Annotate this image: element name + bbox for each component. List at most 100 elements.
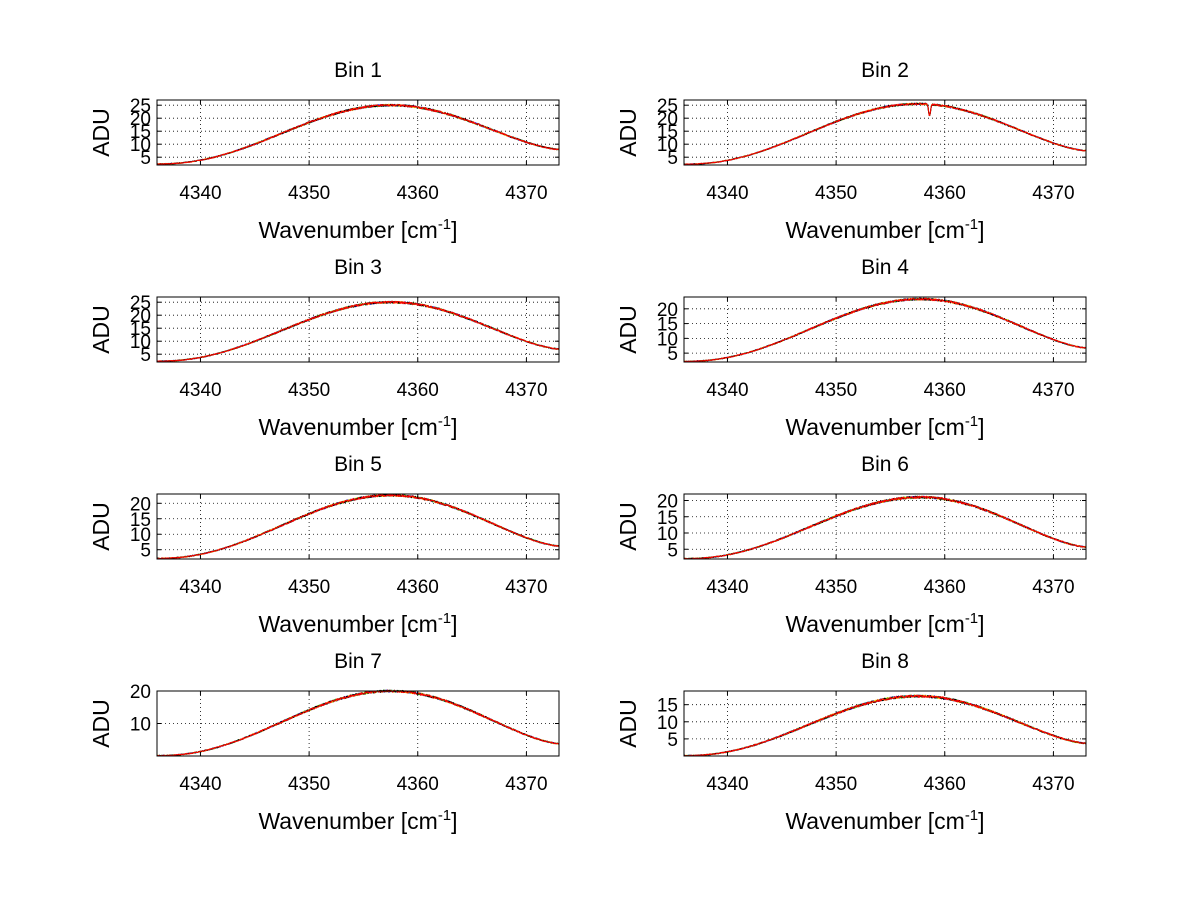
x-tick-label: 4360 <box>924 380 966 401</box>
y-tick-label: 15 <box>657 508 678 529</box>
x-axis-label: Wavenumber [cm-1] <box>258 216 457 243</box>
series-line-5 <box>157 493 560 560</box>
x-tick-label: 4360 <box>924 183 966 204</box>
y-tick-label: 15 <box>130 319 151 340</box>
plot-frame <box>156 493 560 560</box>
x-tick-label: 4360 <box>924 577 966 598</box>
subplot-title: Bin 6 <box>861 453 909 476</box>
y-tick-label: 15 <box>657 315 678 336</box>
subplot-title: Bin 7 <box>334 650 382 673</box>
x-tick-label: 4340 <box>706 577 748 598</box>
y-tick-label: 10 <box>130 332 151 353</box>
x-tick-label: 4350 <box>815 380 857 401</box>
y-tick-label: 10 <box>130 525 151 546</box>
series-line-5 <box>156 689 560 757</box>
subplot-title: Bin 1 <box>334 59 382 82</box>
x-tick-label: 4350 <box>288 774 330 795</box>
series-line-2 <box>156 103 559 165</box>
series-line-1 <box>683 102 1087 166</box>
series-line-3 <box>157 103 560 165</box>
subplot-title: Bin 2 <box>861 59 909 82</box>
x-tick-label: 4350 <box>815 183 857 204</box>
x-tick-label: 4370 <box>1032 183 1074 204</box>
x-tick-label: 4350 <box>288 183 330 204</box>
series-line-3 <box>683 102 1087 166</box>
y-axis-label: ADU <box>615 502 641 551</box>
subplot-title: Bin 5 <box>334 453 382 476</box>
y-tick-label: 15 <box>657 122 678 143</box>
y-tick-label: 25 <box>657 96 678 117</box>
x-axis-label: Wavenumber [cm-1] <box>258 413 457 440</box>
y-axis-label: ADU <box>615 699 641 748</box>
x-tick-label: 4350 <box>815 577 857 598</box>
series-line-5 <box>156 300 560 363</box>
y-tick-label: 20 <box>657 109 678 130</box>
y-tick-label: 5 <box>667 540 678 561</box>
series-line-3 <box>683 297 1087 363</box>
subplot-title: Bin 8 <box>861 650 909 673</box>
x-tick-label: 4340 <box>706 183 748 204</box>
x-tick-label: 4370 <box>505 380 547 401</box>
y-tick-label: 10 <box>657 135 678 156</box>
series-line-2 <box>684 102 1087 166</box>
y-tick-label: 5 <box>667 148 678 169</box>
plot-frame <box>156 296 560 363</box>
x-tick-label: 4350 <box>288 577 330 598</box>
x-axis-label: Wavenumber [cm-1] <box>258 807 457 834</box>
series-line-4 <box>683 297 1087 363</box>
x-tick-label: 4340 <box>179 577 221 598</box>
y-tick-label: 20 <box>130 109 151 130</box>
y-tick-label: 10 <box>130 715 151 736</box>
series-line-2 <box>683 297 1087 363</box>
x-tick-label: 4370 <box>505 577 547 598</box>
plot-frame <box>683 493 1087 560</box>
y-tick-label: 5 <box>667 344 678 365</box>
y-tick-label: 20 <box>657 300 678 321</box>
y-tick-label: 25 <box>130 96 151 117</box>
y-tick-label: 10 <box>657 524 678 545</box>
y-tick-label: 20 <box>657 492 678 513</box>
x-tick-label: 4340 <box>179 183 221 204</box>
y-axis-label: ADU <box>615 305 641 354</box>
x-tick-label: 4340 <box>179 380 221 401</box>
x-tick-label: 4340 <box>706 380 748 401</box>
x-tick-label: 4360 <box>924 774 966 795</box>
y-axis-label: ADU <box>88 502 114 551</box>
plot-frame <box>683 690 1087 757</box>
x-axis-label: Wavenumber [cm-1] <box>785 216 984 243</box>
y-tick-label: 20 <box>130 494 151 515</box>
series-line-1 <box>683 297 1087 363</box>
x-tick-label: 4350 <box>288 380 330 401</box>
x-axis-label: Wavenumber [cm-1] <box>785 610 984 637</box>
series-line-5 <box>683 297 1087 363</box>
y-axis-label: ADU <box>88 108 114 157</box>
x-tick-label: 4370 <box>505 774 547 795</box>
x-tick-label: 4370 <box>1032 774 1074 795</box>
y-tick-label: 5 <box>140 148 151 169</box>
y-axis-label: ADU <box>615 108 641 157</box>
x-tick-label: 4350 <box>815 774 857 795</box>
series-line-5 <box>684 102 1087 165</box>
x-tick-label: 4360 <box>397 183 439 204</box>
y-tick-label: 10 <box>130 135 151 156</box>
y-axis-label: ADU <box>88 699 114 748</box>
x-tick-label: 4340 <box>706 774 748 795</box>
x-tick-label: 4360 <box>397 380 439 401</box>
series-line-4 <box>156 103 560 165</box>
subplot-bin-7: Bin 7 4340 4350 4360 4370 10 20 Wavenumber [cm-… <box>88 650 560 834</box>
x-tick-label: 4360 <box>397 577 439 598</box>
y-tick-label: 25 <box>130 293 151 314</box>
x-tick-label: 4340 <box>179 774 221 795</box>
series-line-4 <box>683 102 1086 166</box>
y-tick-label: 5 <box>140 541 151 562</box>
y-tick-label: 10 <box>657 329 678 350</box>
x-axis-label: Wavenumber [cm-1] <box>258 610 457 637</box>
x-tick-label: 4370 <box>1032 577 1074 598</box>
y-tick-label: 5 <box>667 730 678 751</box>
x-axis-label: Wavenumber [cm-1] <box>785 807 984 834</box>
